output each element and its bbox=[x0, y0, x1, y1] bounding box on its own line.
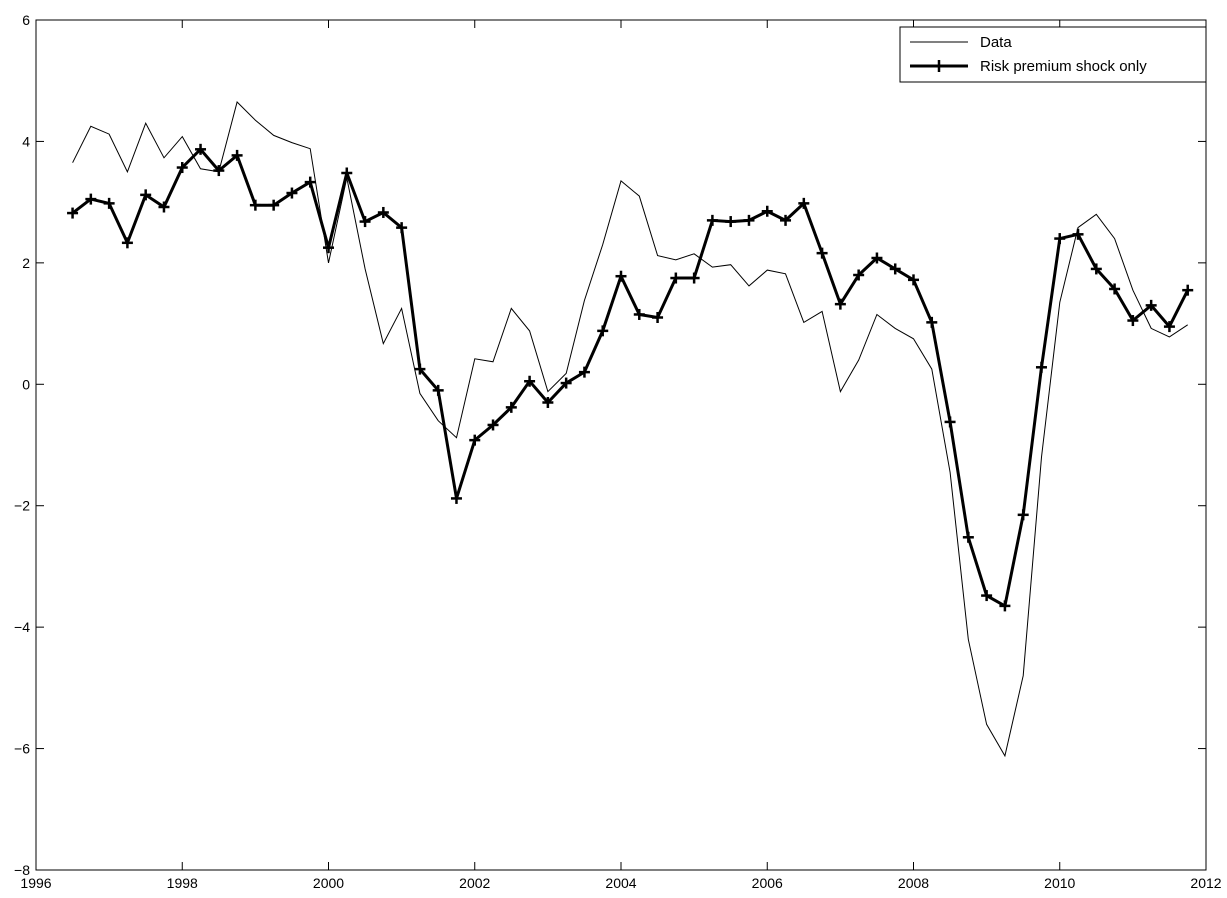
data-point-marker bbox=[1090, 263, 1102, 275]
data-point-marker bbox=[670, 272, 682, 284]
data-point-marker bbox=[158, 201, 170, 213]
data-point-marker bbox=[268, 199, 280, 211]
data-point-marker bbox=[926, 316, 938, 328]
y-tick-label: 2 bbox=[22, 255, 30, 271]
data-point-marker bbox=[249, 199, 261, 211]
data-point-marker bbox=[213, 165, 225, 177]
legend-label-risk-premium: Risk premium shock only bbox=[980, 58, 1147, 75]
data-point-marker bbox=[1035, 361, 1047, 373]
data-point-marker bbox=[121, 237, 133, 249]
x-tick-label: 2004 bbox=[605, 875, 636, 891]
data-point-marker bbox=[469, 434, 481, 446]
data-point-marker bbox=[1182, 284, 1194, 296]
data-point-marker bbox=[231, 149, 243, 161]
data-point-marker bbox=[962, 531, 974, 543]
data-point-marker bbox=[140, 189, 152, 201]
data-point-marker bbox=[780, 214, 792, 226]
data-point-marker bbox=[706, 214, 718, 226]
data-point-marker bbox=[359, 216, 371, 228]
data-point-marker bbox=[505, 401, 517, 413]
data-point-marker bbox=[816, 247, 828, 259]
data-point-marker bbox=[688, 272, 700, 284]
data-point-marker bbox=[652, 312, 664, 323]
data-point-marker bbox=[908, 274, 919, 286]
data-point-marker bbox=[834, 298, 846, 310]
data-point-marker bbox=[560, 377, 572, 389]
y-tick-label: 6 bbox=[22, 12, 30, 28]
data-point-marker bbox=[725, 216, 737, 228]
data-point-marker bbox=[85, 193, 97, 205]
data-point-marker bbox=[597, 325, 609, 337]
data-point-marker bbox=[999, 600, 1011, 612]
y-tick-label: −8 bbox=[14, 862, 30, 878]
x-tick-label: 2012 bbox=[1190, 875, 1221, 891]
legend-label-data: Data bbox=[980, 34, 1012, 51]
data-point-marker bbox=[67, 207, 79, 219]
data-point-marker bbox=[323, 242, 334, 254]
legend-box bbox=[899, 26, 1207, 83]
series-line-data bbox=[72, 101, 1188, 758]
data-point-marker bbox=[889, 263, 901, 275]
data-point-marker bbox=[944, 416, 956, 428]
x-tick-label: 1996 bbox=[20, 875, 51, 891]
legend: Data Risk premium shock only bbox=[899, 26, 1207, 83]
x-tick-label: 2002 bbox=[459, 875, 490, 891]
data-point-marker bbox=[1163, 321, 1175, 333]
axes: 1996 1998 2000 2002 2004 2006 2008 2010 2012 −8 −6… bbox=[14, 12, 1222, 891]
data-point-marker bbox=[195, 143, 207, 155]
data-point-marker bbox=[615, 270, 627, 282]
x-tick-label: 2000 bbox=[313, 875, 344, 891]
y-tick-label: 4 bbox=[22, 133, 30, 149]
x-tick-label: 2010 bbox=[1044, 875, 1075, 891]
y-tick-label: −6 bbox=[14, 741, 30, 757]
data-point-marker bbox=[1145, 299, 1157, 311]
data-point-marker bbox=[981, 590, 993, 602]
data-point-marker bbox=[761, 205, 773, 217]
y-tick-label: 0 bbox=[22, 376, 30, 392]
y-tick-label: −2 bbox=[14, 498, 30, 514]
data-point-marker bbox=[377, 206, 389, 218]
plot-area bbox=[67, 101, 1194, 758]
data-point-marker bbox=[743, 214, 755, 226]
x-tick-label: 2008 bbox=[898, 875, 929, 891]
data-point-marker bbox=[176, 162, 188, 174]
data-point-marker bbox=[341, 167, 353, 179]
data-point-marker bbox=[1109, 283, 1121, 295]
data-point-marker bbox=[798, 197, 810, 209]
data-point-marker bbox=[414, 363, 426, 375]
data-point-marker bbox=[450, 492, 462, 504]
data-point-marker bbox=[524, 375, 536, 387]
x-tick-label: 2006 bbox=[752, 875, 783, 891]
data-point-marker bbox=[633, 308, 645, 320]
data-point-marker bbox=[1127, 315, 1139, 327]
data-point-marker bbox=[853, 269, 865, 281]
data-point-marker bbox=[1072, 228, 1084, 240]
data-point-marker bbox=[487, 419, 499, 431]
data-point-marker bbox=[304, 176, 316, 188]
y-tick-label: −4 bbox=[14, 619, 30, 635]
data-point-marker bbox=[396, 222, 408, 234]
data-point-marker bbox=[103, 197, 115, 209]
data-point-marker bbox=[542, 397, 554, 408]
data-point-marker bbox=[432, 384, 444, 396]
legend-marker-risk-premium bbox=[933, 60, 945, 72]
data-point-marker bbox=[578, 366, 590, 378]
data-point-marker bbox=[286, 187, 298, 199]
data-point-marker bbox=[1017, 509, 1029, 521]
series-line-risk-premium bbox=[71, 147, 1190, 609]
data-point-marker bbox=[871, 252, 883, 264]
data-point-marker bbox=[1054, 233, 1066, 245]
x-tick-label: 1998 bbox=[167, 875, 198, 891]
